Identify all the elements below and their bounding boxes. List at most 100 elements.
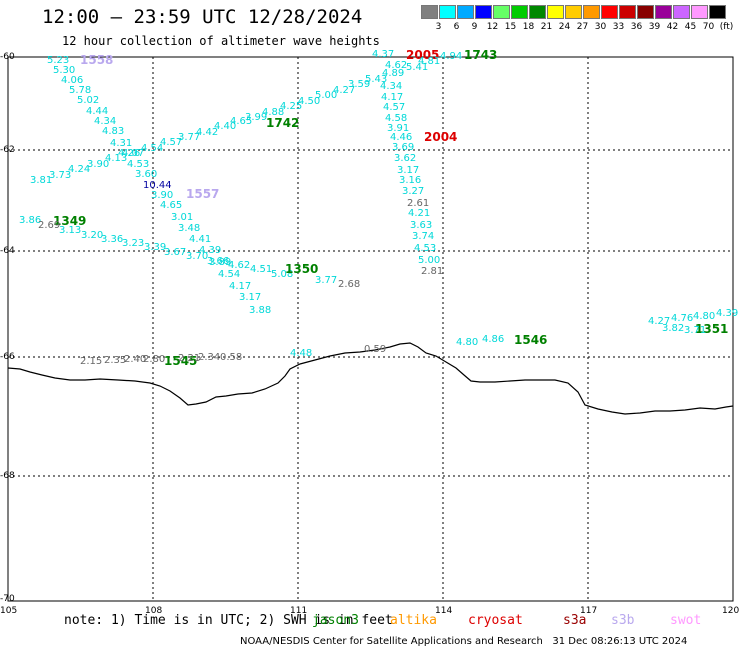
wave-height-value: 3.77 <box>178 132 201 143</box>
legend-swatch <box>709 5 726 19</box>
coastline <box>7 342 734 415</box>
wave-height-value: 3.88 <box>249 305 272 316</box>
wave-height-value: 2.81 <box>421 266 444 277</box>
wave-height-value: 3.17 <box>239 292 262 303</box>
legend-label: 33 <box>612 22 625 32</box>
wave-height-value: 3.86 <box>19 215 42 226</box>
wave-height-value: 3.66 <box>207 256 230 267</box>
pass-tag: 1545 <box>164 354 198 368</box>
legend-swatch <box>529 5 546 19</box>
legend-swatch <box>457 5 474 19</box>
wave-height-value: 2.68 <box>338 279 361 290</box>
legend-swatch <box>583 5 600 19</box>
wave-height-value: 4.65 <box>160 200 183 211</box>
wave-height-value: 4.41 <box>189 234 212 245</box>
wave-height-value: 0.59 <box>364 344 387 355</box>
wave-height-value: 3.81 <box>30 175 53 186</box>
lon-label: 114 <box>435 606 453 616</box>
legend-swatch <box>637 5 654 19</box>
pass-tag: 1349 <box>53 214 87 228</box>
legend-swatch <box>655 5 672 19</box>
wave-height-value: 4.88 <box>262 107 285 118</box>
wave-height-value: 5.43 <box>365 74 388 85</box>
wave-height-value: 5.00 <box>418 255 441 266</box>
wave-height-value: 3.63 <box>410 220 433 231</box>
wave-height-value: 2.61 <box>407 198 430 209</box>
page-subtitle: 12 hour collection of altimeter wave hei… <box>62 34 380 48</box>
credit-line: NOAA/NESDIS Center for Satellite Applica… <box>240 636 687 647</box>
wave-height-value: 3.01 <box>171 212 194 223</box>
wave-height-value: 4.26 <box>118 148 141 159</box>
wave-height-value: 4.31 <box>110 138 133 149</box>
wave-height-value: 4.94 <box>440 51 463 62</box>
lat-label: -60 <box>0 52 15 62</box>
legend-swatch <box>493 5 510 19</box>
satellite-label-s3a: s3a <box>563 613 587 628</box>
wave-height-value: 3.73 <box>49 170 72 181</box>
pass-tag: 2005 <box>406 48 440 62</box>
wave-height-value: 3.59 <box>348 79 371 90</box>
pass-tag: 1546 <box>514 333 548 347</box>
legend-label: 70 <box>702 22 715 32</box>
legend-label: 36 <box>630 22 643 32</box>
wave-height-value: 3.39 <box>144 242 167 253</box>
lon-label: 108 <box>145 606 163 616</box>
wave-height-value: 4.39 <box>199 245 222 256</box>
lat-label: -62 <box>0 145 15 155</box>
wave-height-value: 4.40 <box>214 121 237 132</box>
pass-tag: 2004 <box>424 130 458 144</box>
credit-timestamp: 31 Dec 08:26:13 UTC 2024 <box>552 636 688 647</box>
satellite-label-cryosat: cryosat <box>468 613 523 628</box>
wave-height-value: 4.80 <box>693 311 716 322</box>
wave-height-value: 4.50 <box>298 96 321 107</box>
wave-height-value: 3.13 <box>59 225 82 236</box>
lat-label: -68 <box>0 471 15 481</box>
pass-tag: 1742 <box>266 116 300 130</box>
lat-label: -70 <box>0 594 15 604</box>
wave-height-value: 4.44 <box>86 106 109 117</box>
satellite-label-altika: altika <box>390 613 437 628</box>
wave-height-value: 2.40 <box>124 354 147 365</box>
legend-swatch <box>601 5 618 19</box>
wave-height-value: 3.69 <box>392 142 415 153</box>
wave-height-value: 4.80 <box>456 337 479 348</box>
wave-height-value: 4.62 <box>228 260 251 271</box>
legend-swatch <box>421 5 438 19</box>
wave-height-value: 4.39 <box>716 308 739 319</box>
wave-height-value: 3.90 <box>87 159 110 170</box>
wave-height-value: 2.35 <box>104 355 127 366</box>
page-title: 12:00 – 23:59 UTC 12/28/2024 <box>42 6 363 28</box>
legend-label: 42 <box>666 22 679 32</box>
wave-height-value: 5.08 <box>271 269 294 280</box>
legend-swatch <box>619 5 636 19</box>
legend-swatch <box>547 5 564 19</box>
wave-height-value: 4.48 <box>290 348 313 359</box>
wave-height-value: 3.82 <box>662 323 685 334</box>
legend-label: 27 <box>576 22 589 32</box>
wave-height-value: 4.37 <box>372 49 395 60</box>
legend-unit: (ft) <box>719 22 734 32</box>
legend-label: 18 <box>522 22 535 32</box>
credit-org: NOAA/NESDIS Center for Satellite Applica… <box>240 636 543 647</box>
wave-height-value: 3.67 <box>164 247 187 258</box>
wave-height-value: 2.15 <box>80 356 103 367</box>
wave-height-value: 3.17 <box>397 165 420 176</box>
wave-height-value: 5.78 <box>69 85 92 96</box>
satellite-label-jason3: jason3 <box>312 613 359 628</box>
wave-height-value: 4.54 <box>141 143 164 154</box>
wave-height-value: 4.53 <box>414 243 437 254</box>
legend-swatch <box>475 5 492 19</box>
lon-label: 111 <box>290 606 308 616</box>
wave-height-value: 4.17 <box>229 281 252 292</box>
wave-height-value: 4.13 <box>105 153 128 164</box>
legend-label: 6 <box>453 22 460 32</box>
wave-height-value: 3.16 <box>399 175 422 186</box>
wave-height-value: 3.48 <box>178 223 201 234</box>
wave-height-value: 4.58 <box>385 113 408 124</box>
wave-height-value: 4.51 <box>250 264 273 275</box>
wave-height-value: 3.90 <box>151 190 174 201</box>
wave-height-value: 5.41 <box>406 62 429 73</box>
wave-height-value: 3.27 <box>402 186 425 197</box>
legend-label: 24 <box>558 22 571 32</box>
wave-height-value: 4.34 <box>94 116 117 127</box>
